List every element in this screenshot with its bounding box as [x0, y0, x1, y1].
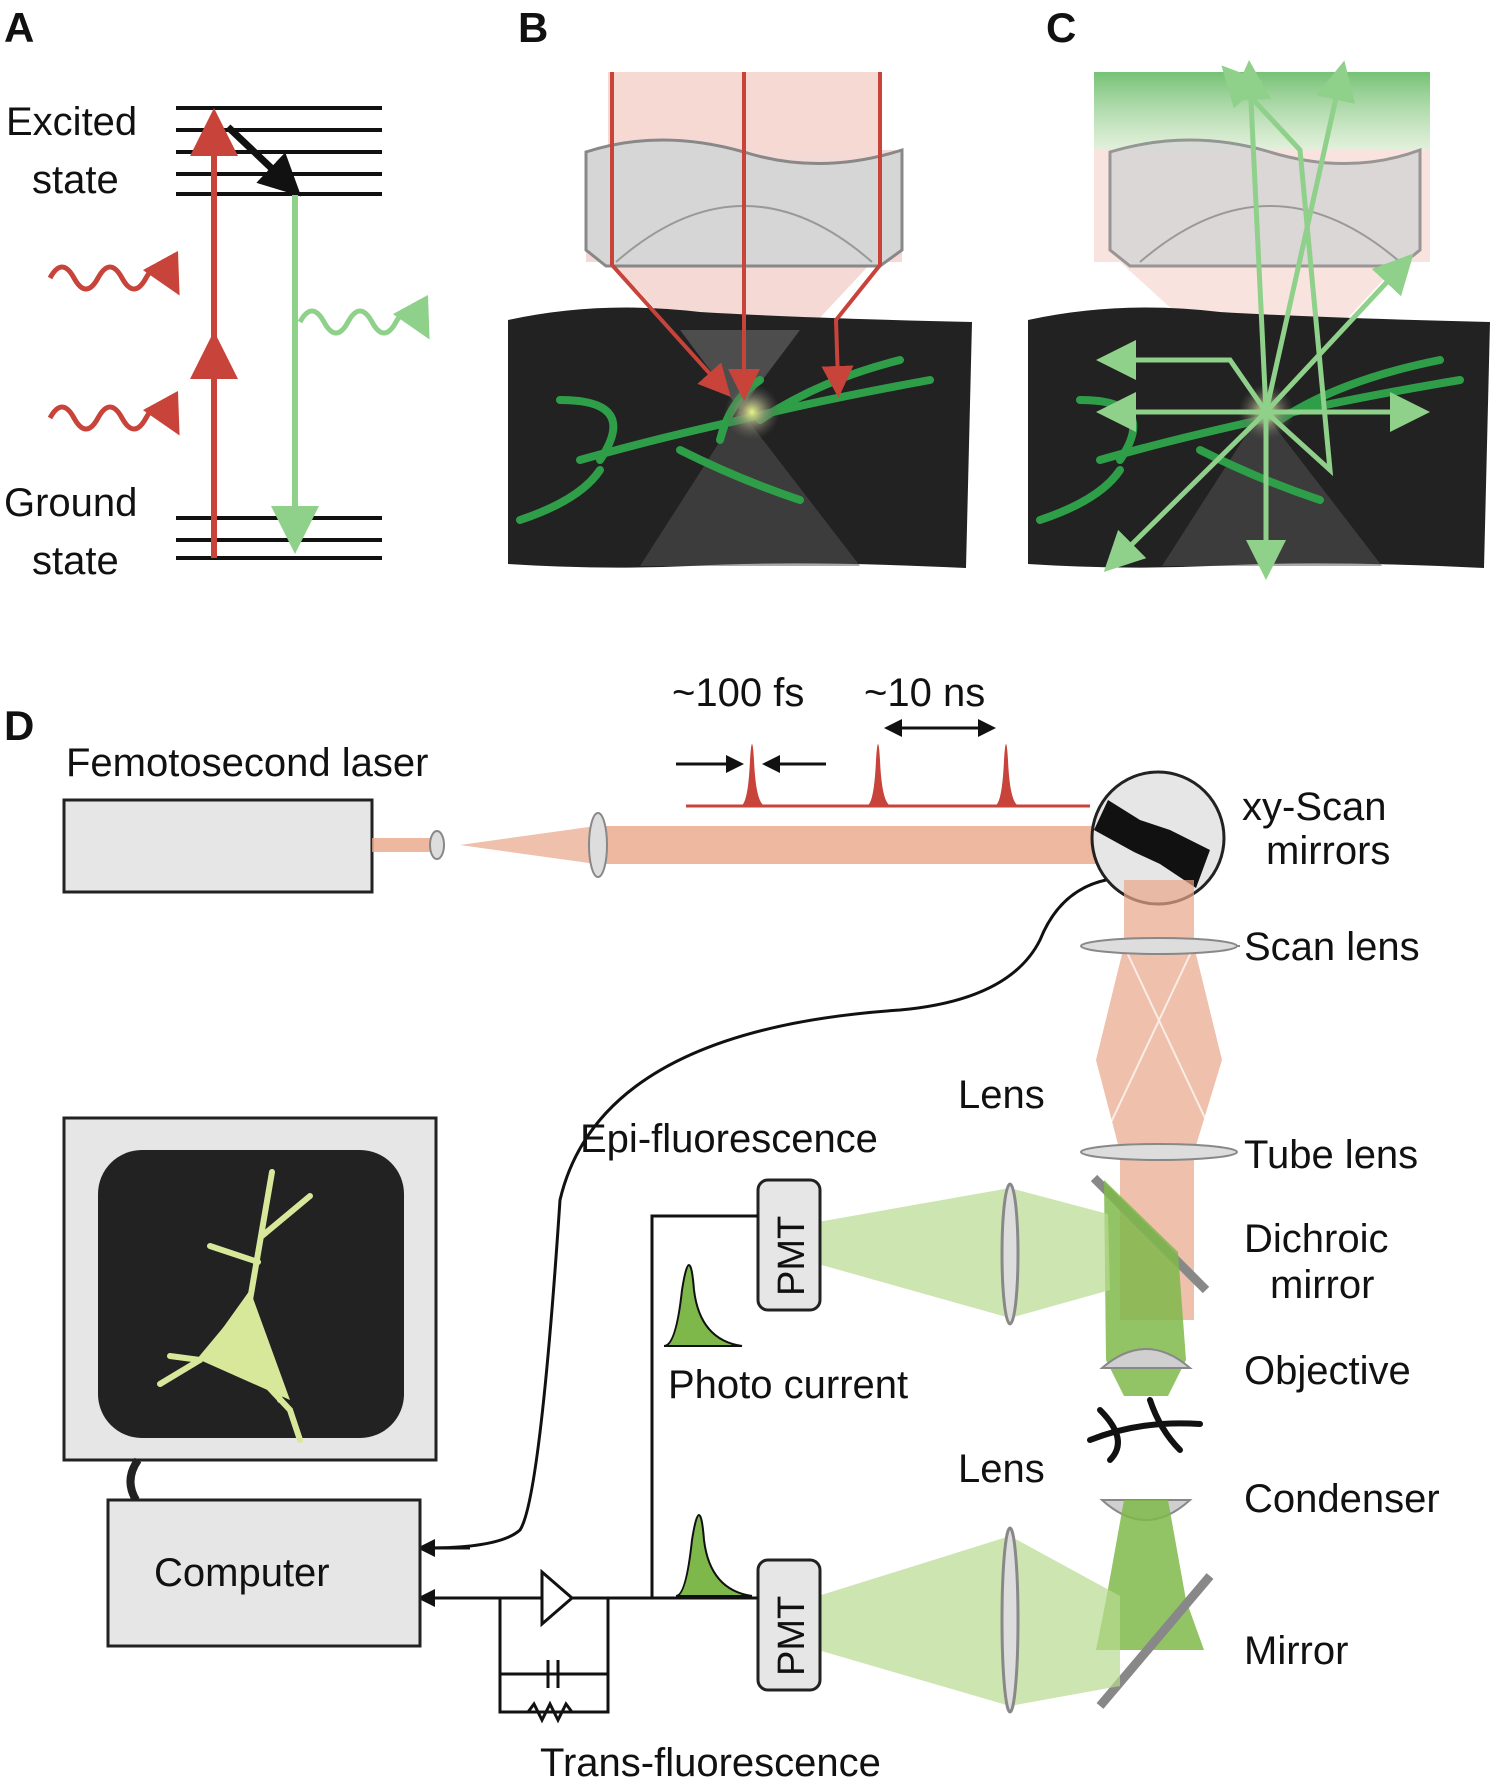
trans-lens-label: Lens — [958, 1447, 1045, 1491]
pmt-epi-label: PMT — [771, 1216, 813, 1296]
epi-fluorescence-label: Epi-fluorescence — [580, 1117, 878, 1161]
focal-spot-b — [724, 384, 780, 440]
beam-expander-lens-2 — [588, 812, 608, 878]
dichroic-label-1: Dichroic — [1244, 1217, 1388, 1261]
excitation-photon-2 — [47, 390, 180, 436]
pulse-width-label: ~100 fs — [672, 671, 804, 715]
panel-a: A Excited state Ground state — [4, 4, 430, 583]
scan-mirror-element — [1094, 800, 1210, 888]
panel-b-label: B — [518, 4, 548, 51]
objective-c — [1108, 138, 1422, 268]
scan-mirrors-label-2: mirrors — [1266, 829, 1390, 873]
emission-photon — [297, 294, 430, 340]
tube-lens-label: Tube lens — [1244, 1133, 1418, 1177]
photo-current-epi — [663, 1264, 743, 1347]
panel-b: B — [508, 4, 972, 568]
objective-d — [1099, 1348, 1193, 1369]
tube-lens — [1080, 1143, 1238, 1161]
panel-d: D Femotosecond laser ~100 fs ~10 ns xy-S… — [4, 671, 1440, 1785]
mirror-label: Mirror — [1244, 1629, 1348, 1673]
epi-lens — [1000, 1182, 1020, 1326]
epi-lens-label: Lens — [958, 1073, 1045, 1117]
panel-c-label: C — [1046, 4, 1076, 51]
dichroic-label-2: mirror — [1270, 1263, 1374, 1307]
trans-lens — [1000, 1526, 1020, 1714]
relaxation-arrow — [225, 124, 302, 197]
epi-light-path — [818, 1188, 1010, 1318]
photo-current-trans — [675, 1514, 753, 1597]
trans-fluorescence-label: Trans-fluorescence — [540, 1741, 881, 1785]
pmt-epi[interactable] — [756, 1178, 822, 1312]
excited-state-label-2: state — [32, 158, 119, 202]
laser-label: Femotosecond laser — [66, 741, 428, 785]
condenser-label: Condenser — [1244, 1477, 1440, 1521]
objective-label: Objective — [1244, 1349, 1411, 1393]
scan-mirrors-label-1: xy-Scan — [1242, 785, 1387, 829]
laser-box — [62, 798, 374, 894]
computer-box[interactable] — [106, 1498, 422, 1648]
feedback-components — [526, 1660, 574, 1724]
ground-state-label-2: state — [32, 539, 119, 583]
panel-c: C — [1028, 4, 1490, 580]
pulse-train — [676, 719, 1090, 808]
sample-neuron — [1087, 1397, 1203, 1463]
excited-state-label-1: Excited — [6, 100, 137, 144]
scan-lens — [1080, 937, 1238, 955]
scattered-rays-c — [1096, 60, 1430, 580]
panel-a-label: A — [4, 4, 34, 51]
excitation-photon-1 — [47, 250, 180, 296]
scan-lens-label: Scan lens — [1244, 925, 1420, 969]
panel-d-label: D — [4, 702, 34, 749]
trans-light-path — [818, 1536, 1010, 1706]
excitation-rays-b — [610, 72, 882, 401]
beam-expander-lens-1 — [429, 830, 445, 860]
laser-beam — [596, 826, 1106, 864]
computer-label: Computer — [154, 1551, 330, 1595]
pmt-trans-label: PMT — [771, 1596, 813, 1676]
pmt-trans[interactable] — [756, 1558, 822, 1692]
photo-current-label: Photo current — [668, 1363, 908, 1407]
signal-wiring — [427, 878, 1107, 1714]
pulse-period-label: ~10 ns — [864, 671, 985, 715]
ground-state-label-1: Ground — [4, 481, 137, 525]
